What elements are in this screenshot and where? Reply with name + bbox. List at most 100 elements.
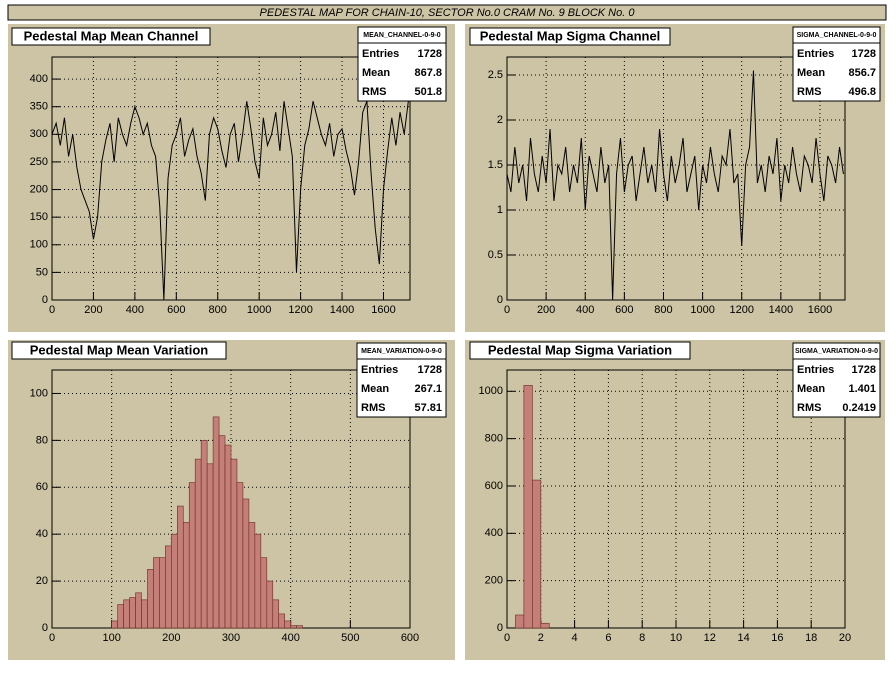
- x-tick-label: 300: [222, 632, 240, 644]
- x-tick-label: 0: [49, 632, 55, 644]
- x-tick-label: 600: [401, 632, 419, 644]
- y-tick-label: 250: [30, 156, 48, 168]
- stats-label: Mean: [362, 67, 390, 79]
- stats-label: Mean: [361, 383, 389, 395]
- histogram-bar: [159, 557, 166, 629]
- stats-value: 856.7: [848, 67, 876, 79]
- stats-name: MEAN_VARIATION-0-9-0: [361, 348, 442, 355]
- y-tick-label: 0: [497, 622, 503, 634]
- x-tick-label: 200: [84, 304, 102, 316]
- histogram-bar: [182, 522, 190, 629]
- histogram-bar: [290, 625, 297, 629]
- stats-value: 867.8: [414, 67, 442, 79]
- x-tick-label: 800: [209, 304, 227, 316]
- stats-label: Mean: [797, 383, 825, 395]
- y-tick-label: 400: [30, 73, 48, 85]
- x-tick-label: 1000: [247, 304, 271, 316]
- x-tick-label: 14: [737, 632, 749, 644]
- y-tick-label: 0: [497, 294, 503, 306]
- histogram-bar: [123, 599, 130, 629]
- y-tick-label: 40: [36, 528, 48, 540]
- y-tick-label: 100: [30, 239, 48, 251]
- chart-title: Pedestal Map Mean Channel: [24, 28, 199, 43]
- y-tick-label: 2.5: [488, 69, 503, 81]
- histogram-bar: [540, 622, 550, 629]
- y-tick-label: 200: [30, 183, 48, 195]
- histogram-bar: [117, 604, 124, 629]
- x-tick-label: 200: [162, 632, 180, 644]
- y-tick-label: 800: [485, 433, 503, 445]
- y-tick-label: 1: [497, 204, 503, 216]
- plot-frame: [51, 56, 411, 301]
- x-tick-label: 8: [639, 632, 645, 644]
- histogram-bar: [141, 599, 148, 629]
- x-tick-label: 0: [504, 304, 510, 316]
- y-tick-label: 150: [30, 211, 48, 223]
- histogram-bar: [242, 498, 250, 629]
- x-tick-label: 0: [504, 632, 510, 644]
- x-tick-label: 6: [605, 632, 611, 644]
- y-tick-label: 400: [485, 527, 503, 539]
- stats-value: 501.8: [414, 86, 442, 98]
- stats-label: RMS: [797, 86, 821, 98]
- x-tick-label: 600: [615, 304, 633, 316]
- x-tick-label: 1200: [729, 304, 753, 316]
- x-tick-label: 500: [341, 632, 359, 644]
- title-box: [11, 341, 227, 360]
- stats-label: Entries: [362, 48, 399, 60]
- title-box: [11, 27, 211, 46]
- y-tick-label: 2: [497, 114, 503, 126]
- x-tick-label: 4: [572, 632, 578, 644]
- y-tick-label: 350: [30, 101, 48, 113]
- stats-label: RMS: [362, 86, 386, 98]
- y-tick-label: 60: [36, 481, 48, 493]
- stats-value: 1728: [418, 364, 442, 376]
- histogram-bar: [236, 482, 244, 629]
- histogram-bar: [272, 599, 280, 629]
- stats-label: Mean: [797, 67, 825, 79]
- histogram-bar: [153, 557, 160, 629]
- y-tick-label: 600: [485, 480, 503, 492]
- stats-label: Entries: [361, 364, 398, 376]
- histogram-bar: [111, 620, 118, 629]
- stats-value: 267.1: [414, 383, 442, 395]
- stats-label: Entries: [797, 364, 834, 376]
- stats-box: [792, 26, 881, 102]
- title-box: [469, 341, 691, 360]
- stats-value: 1728: [418, 48, 442, 60]
- stats-box: [356, 342, 447, 418]
- stats-value: 57.81: [414, 402, 442, 414]
- stats-label: Entries: [797, 48, 834, 60]
- x-tick-label: 1400: [330, 304, 354, 316]
- histogram-bar: [194, 458, 202, 629]
- stats-name: MEAN_CHANNEL-0-9-0: [363, 32, 441, 39]
- stats-name: SIGMA_VARIATION-0-9-0: [795, 348, 878, 355]
- stats-box: [792, 342, 881, 418]
- histogram-bar: [200, 440, 208, 629]
- x-tick-label: 400: [126, 304, 144, 316]
- histogram-bar: [224, 444, 232, 629]
- banner: [7, 4, 887, 21]
- histogram-bar: [515, 614, 525, 629]
- stats-name: SIGMA_CHANNEL-0-9-0: [797, 32, 877, 39]
- data-line: [506, 70, 844, 301]
- chart-title: Pedestal Map Sigma Variation: [488, 342, 672, 357]
- x-tick-label: 1200: [288, 304, 312, 316]
- y-tick-label: 1000: [479, 385, 503, 397]
- x-tick-label: 1600: [371, 304, 395, 316]
- histogram-bar: [212, 416, 220, 629]
- chart-title: Pedestal Map Mean Variation: [30, 342, 209, 357]
- stats-value: 0.2419: [842, 402, 876, 414]
- y-tick-label: 20: [36, 575, 48, 587]
- x-tick-label: 20: [839, 632, 851, 644]
- y-tick-label: 1.5: [488, 159, 503, 171]
- x-tick-label: 400: [281, 632, 299, 644]
- x-tick-label: 800: [654, 304, 672, 316]
- histogram-bar: [523, 385, 533, 629]
- histogram-bar: [230, 458, 238, 629]
- y-tick-label: 0.5: [488, 249, 503, 261]
- x-tick-label: 0: [49, 304, 55, 316]
- histogram-bar: [129, 597, 136, 629]
- histogram-bar: [266, 580, 274, 629]
